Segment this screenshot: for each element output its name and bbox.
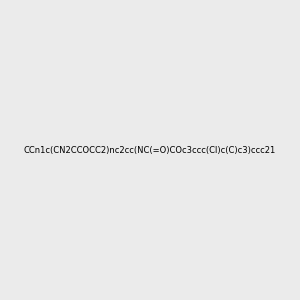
Text: CCn1c(CN2CCOCC2)nc2cc(NC(=O)COc3ccc(Cl)c(C)c3)ccc21: CCn1c(CN2CCOCC2)nc2cc(NC(=O)COc3ccc(Cl)c… [24, 146, 276, 154]
